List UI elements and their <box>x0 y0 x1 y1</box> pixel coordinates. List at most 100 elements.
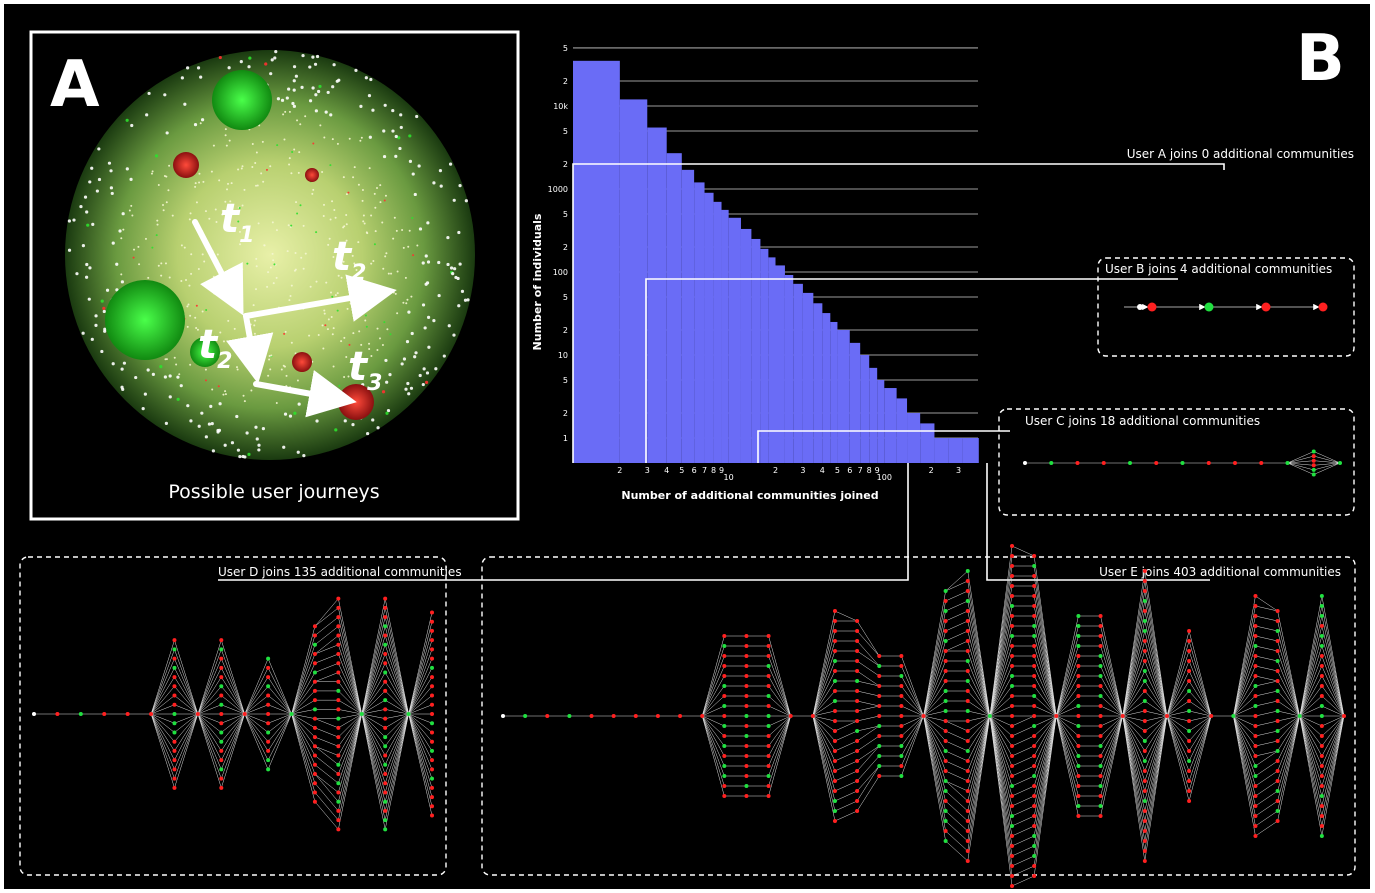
journey-edge <box>1188 640 1212 717</box>
network-node <box>240 167 243 170</box>
network-node <box>197 267 200 270</box>
journey-edge <box>1188 715 1212 742</box>
journey-edge <box>408 695 433 715</box>
journey-node <box>943 609 948 613</box>
journey-node <box>1187 769 1192 773</box>
network-node <box>147 91 151 96</box>
network-node <box>100 349 104 354</box>
bar <box>877 379 885 463</box>
network-node <box>411 216 414 219</box>
journey-edge <box>338 690 362 715</box>
journey-edge <box>1144 715 1168 722</box>
network-node <box>247 452 251 456</box>
journey-node <box>766 744 771 748</box>
journey-node <box>336 624 341 629</box>
journey-node <box>266 721 271 726</box>
journey-edge <box>244 713 269 761</box>
journey-node <box>965 649 970 653</box>
journey-edge <box>150 649 175 715</box>
network-node <box>373 288 376 291</box>
journey-node <box>1253 604 1258 608</box>
journey-edge <box>385 709 409 715</box>
journey-node <box>266 656 271 661</box>
journey-node <box>1098 764 1103 768</box>
journey-edge <box>150 658 175 715</box>
journey-node <box>1147 302 1157 312</box>
journey-edge <box>408 713 433 733</box>
network-node <box>329 164 332 167</box>
journey-node <box>1032 624 1037 628</box>
network-node <box>255 265 258 268</box>
journey-edge <box>1122 715 1146 742</box>
journey-node <box>312 725 317 730</box>
journey-edge <box>291 663 316 715</box>
journey-node <box>430 656 434 661</box>
journey-node <box>312 781 317 786</box>
journey-edge <box>267 713 292 770</box>
journey-edge <box>338 713 363 821</box>
journey-node <box>336 808 341 813</box>
journey-edge <box>812 710 836 717</box>
network-node <box>408 159 413 163</box>
journey-edge <box>1255 635 1278 642</box>
journey-edge <box>1033 715 1057 737</box>
network-node <box>379 337 382 340</box>
journey-edge <box>1299 715 1323 807</box>
network-node <box>162 209 165 212</box>
journey-edge <box>338 663 362 715</box>
journey-node <box>1275 729 1280 733</box>
journey-edge <box>1277 715 1300 752</box>
network-node <box>267 271 270 274</box>
journey-edge <box>1233 695 1256 717</box>
network-node <box>376 187 379 190</box>
network-node <box>395 229 398 232</box>
journey-edge <box>1277 715 1300 812</box>
network-node <box>233 327 236 330</box>
network-node <box>256 184 259 187</box>
journey-node <box>722 694 727 698</box>
journey-edge <box>989 715 1013 837</box>
journey-edge <box>1233 635 1256 717</box>
journey-node <box>965 579 970 583</box>
network-node <box>404 276 407 279</box>
journey-edge <box>361 713 386 756</box>
network-node <box>328 237 331 240</box>
journey-edge <box>314 626 339 645</box>
journey-node <box>1032 834 1037 838</box>
journey-node <box>336 661 341 666</box>
journey-edge <box>1277 680 1300 717</box>
journey-edge <box>1100 715 1123 777</box>
y-tick-label: 2 <box>563 326 568 335</box>
network-node <box>228 139 231 142</box>
network-node <box>141 407 145 411</box>
journey-edge <box>385 713 409 738</box>
journey-edge <box>1144 650 1168 717</box>
journey-node <box>1098 714 1103 718</box>
journey-node <box>312 698 317 703</box>
journey-node <box>744 694 749 698</box>
network-node <box>466 298 470 302</box>
journey-node <box>744 724 749 728</box>
journey-node <box>744 764 749 768</box>
journey-node <box>766 684 771 688</box>
journey-edge <box>856 745 880 762</box>
journey-node <box>722 674 727 678</box>
journey-edge <box>1033 715 1057 807</box>
journey-node <box>899 754 904 758</box>
journey-edge <box>768 715 791 727</box>
journey-edge <box>1144 710 1168 717</box>
journey-node <box>1253 684 1258 688</box>
bars <box>573 60 979 464</box>
journey-edge <box>385 690 409 715</box>
journey-edge <box>408 713 433 752</box>
journey-edge <box>1122 715 1146 832</box>
journey-edge <box>197 695 222 715</box>
journey-edge <box>768 635 791 717</box>
journey-edge <box>384 713 409 784</box>
journey-node <box>744 714 749 718</box>
journey-node <box>1187 669 1192 673</box>
journey-node <box>1076 624 1081 628</box>
network-node <box>285 96 289 100</box>
journey-edge <box>1255 615 1278 622</box>
journey-node <box>877 734 882 738</box>
